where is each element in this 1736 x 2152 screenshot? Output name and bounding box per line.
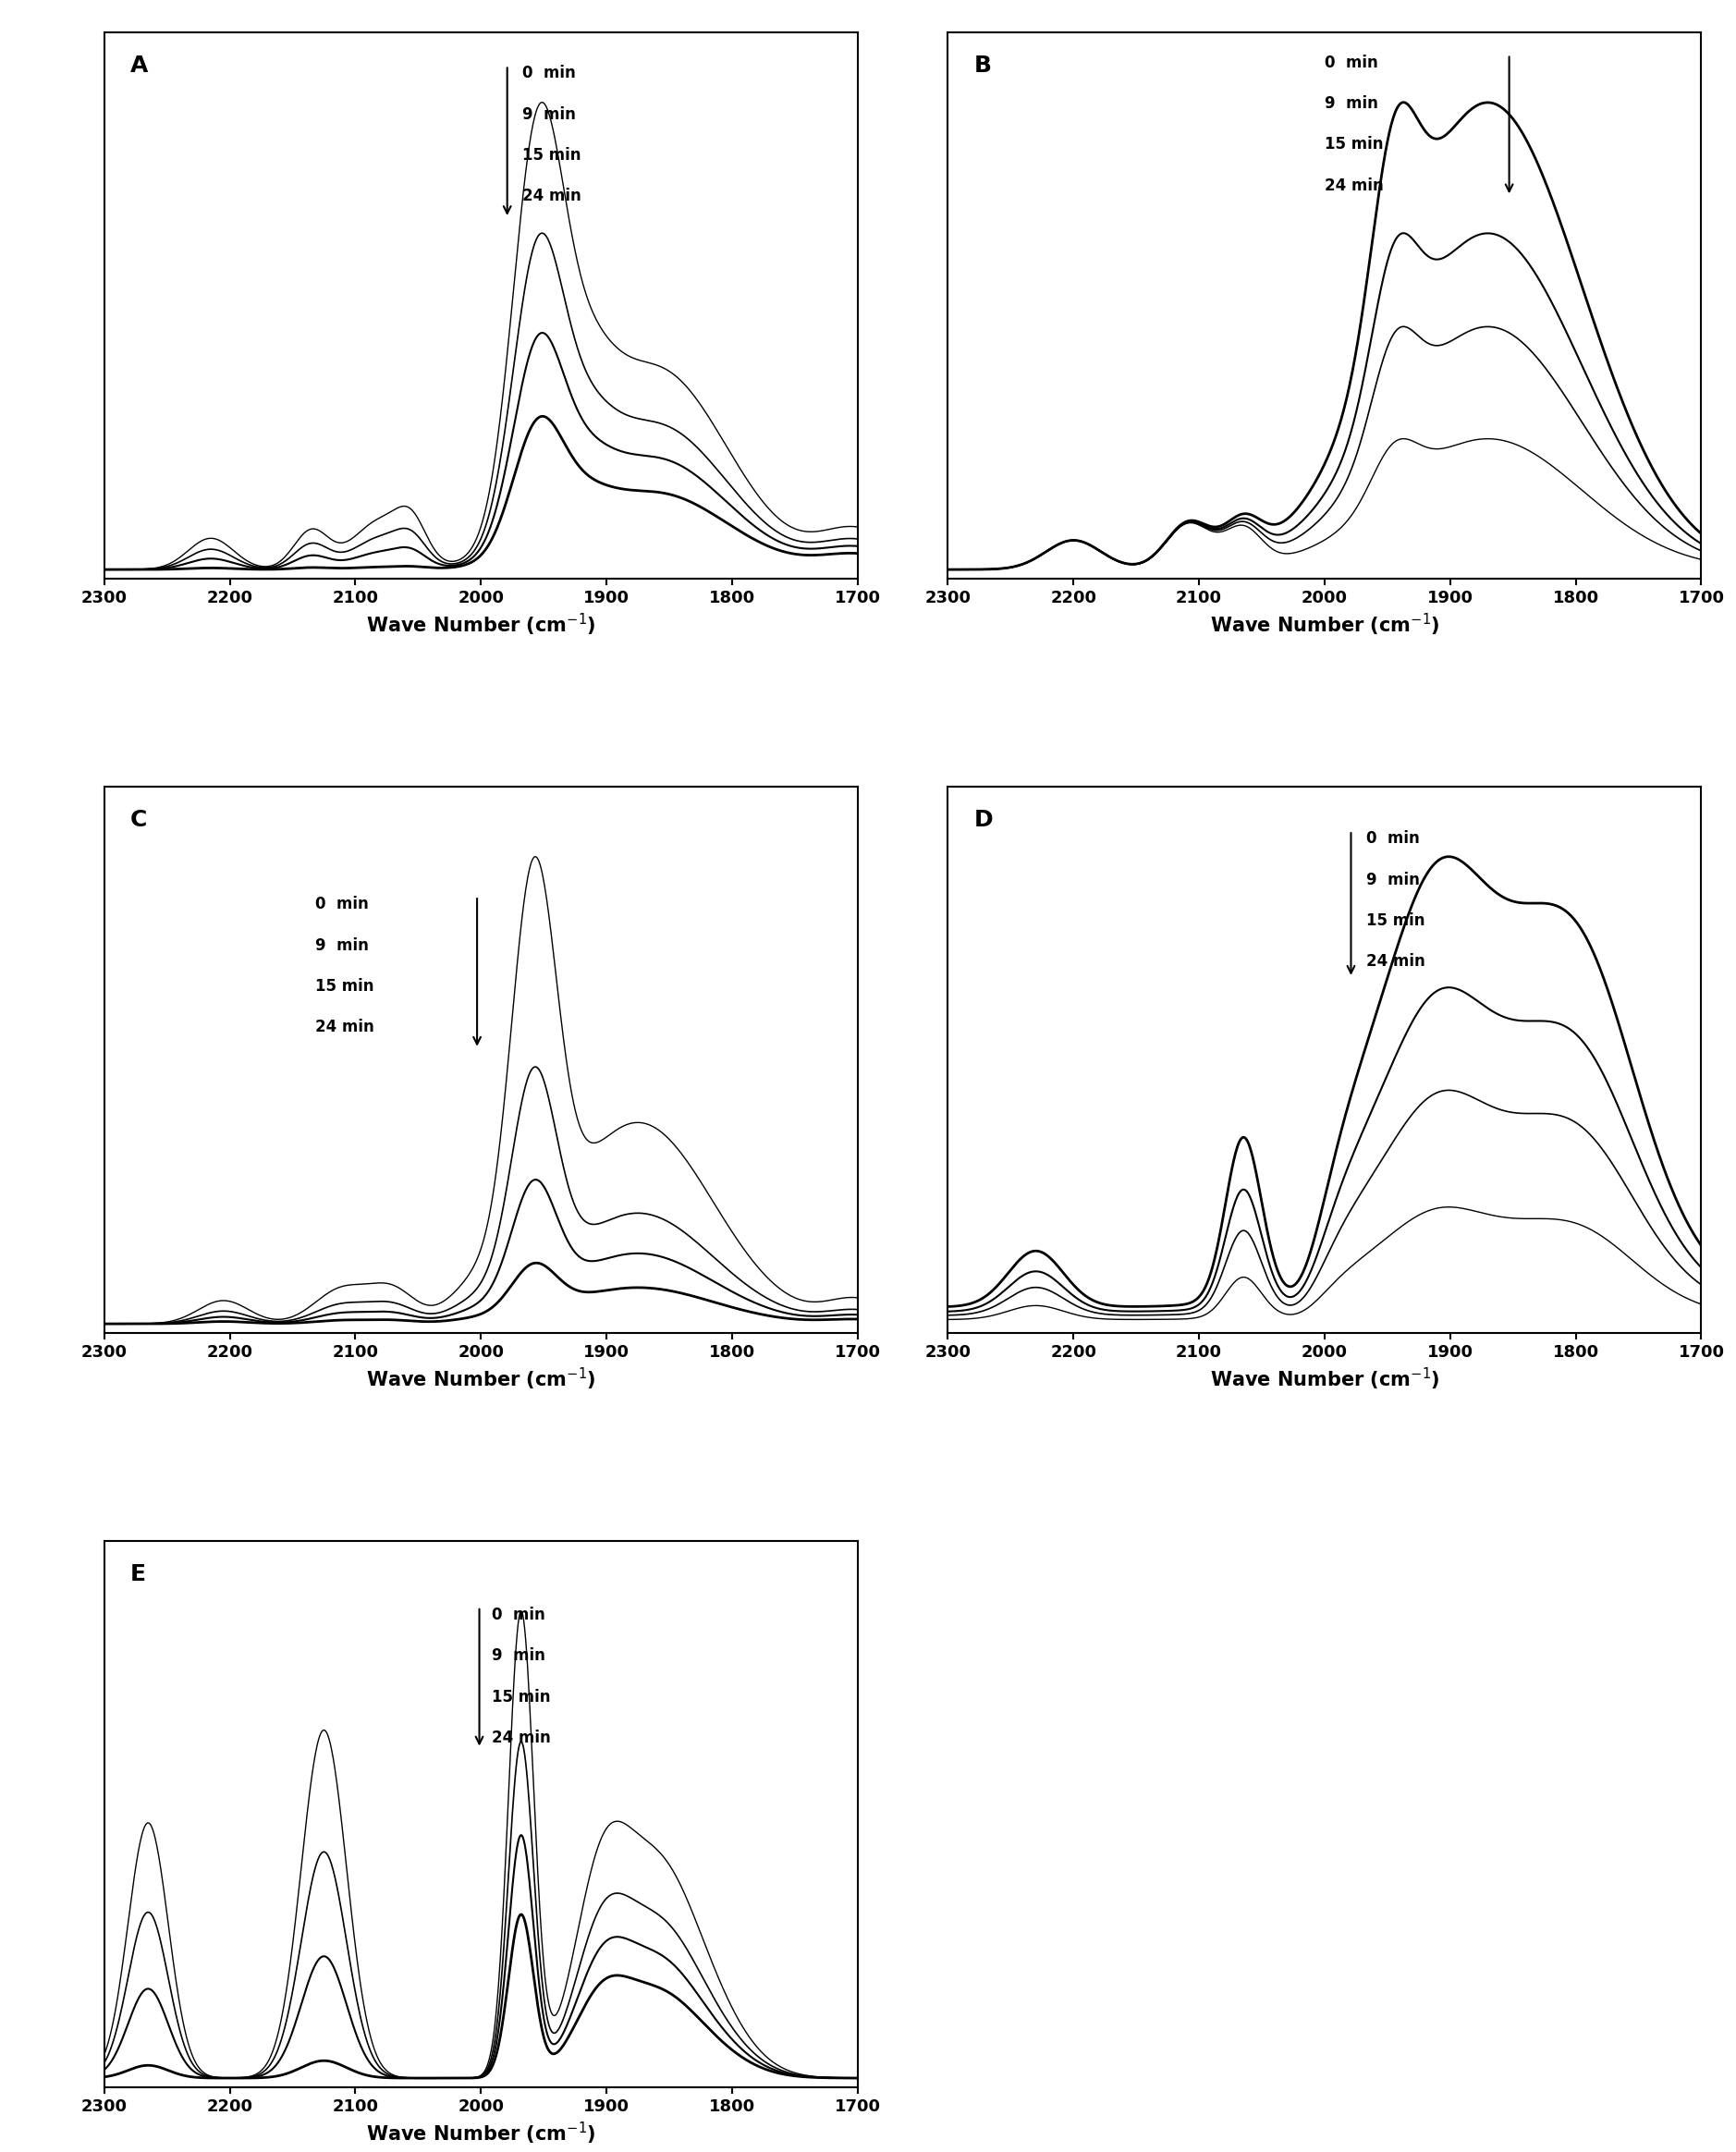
Text: 0  min: 0 min [523,65,576,82]
Text: 15 min: 15 min [491,1689,550,1704]
Text: 15 min: 15 min [523,146,582,164]
X-axis label: Wave Number (cm$^{-1}$): Wave Number (cm$^{-1}$) [366,1367,595,1392]
Text: 0  min: 0 min [1325,54,1378,71]
Text: 9  min: 9 min [1325,95,1378,112]
Text: D: D [974,809,993,831]
Text: 24 min: 24 min [523,187,582,204]
Text: 24 min: 24 min [491,1730,550,1745]
X-axis label: Wave Number (cm$^{-1}$): Wave Number (cm$^{-1}$) [1210,611,1439,637]
Text: C: C [130,809,148,831]
Text: 15 min: 15 min [1366,912,1425,930]
Text: 24 min: 24 min [1366,953,1425,971]
Text: B: B [974,54,991,75]
Text: 9  min: 9 min [1366,872,1420,889]
Text: 24 min: 24 min [316,1018,373,1035]
Text: 9  min: 9 min [523,105,576,123]
Text: 0  min: 0 min [316,895,368,912]
X-axis label: Wave Number (cm$^{-1}$): Wave Number (cm$^{-1}$) [366,2120,595,2146]
X-axis label: Wave Number (cm$^{-1}$): Wave Number (cm$^{-1}$) [366,611,595,637]
Text: 15 min: 15 min [316,977,373,994]
Text: 0  min: 0 min [1366,831,1420,848]
Text: 15 min: 15 min [1325,136,1384,153]
Text: 0  min: 0 min [491,1605,545,1623]
X-axis label: Wave Number (cm$^{-1}$): Wave Number (cm$^{-1}$) [1210,1367,1439,1392]
Text: 24 min: 24 min [1325,176,1384,194]
Text: A: A [130,54,149,75]
Text: E: E [130,1562,146,1584]
Text: 9  min: 9 min [491,1648,545,1663]
Text: 9  min: 9 min [316,936,368,953]
